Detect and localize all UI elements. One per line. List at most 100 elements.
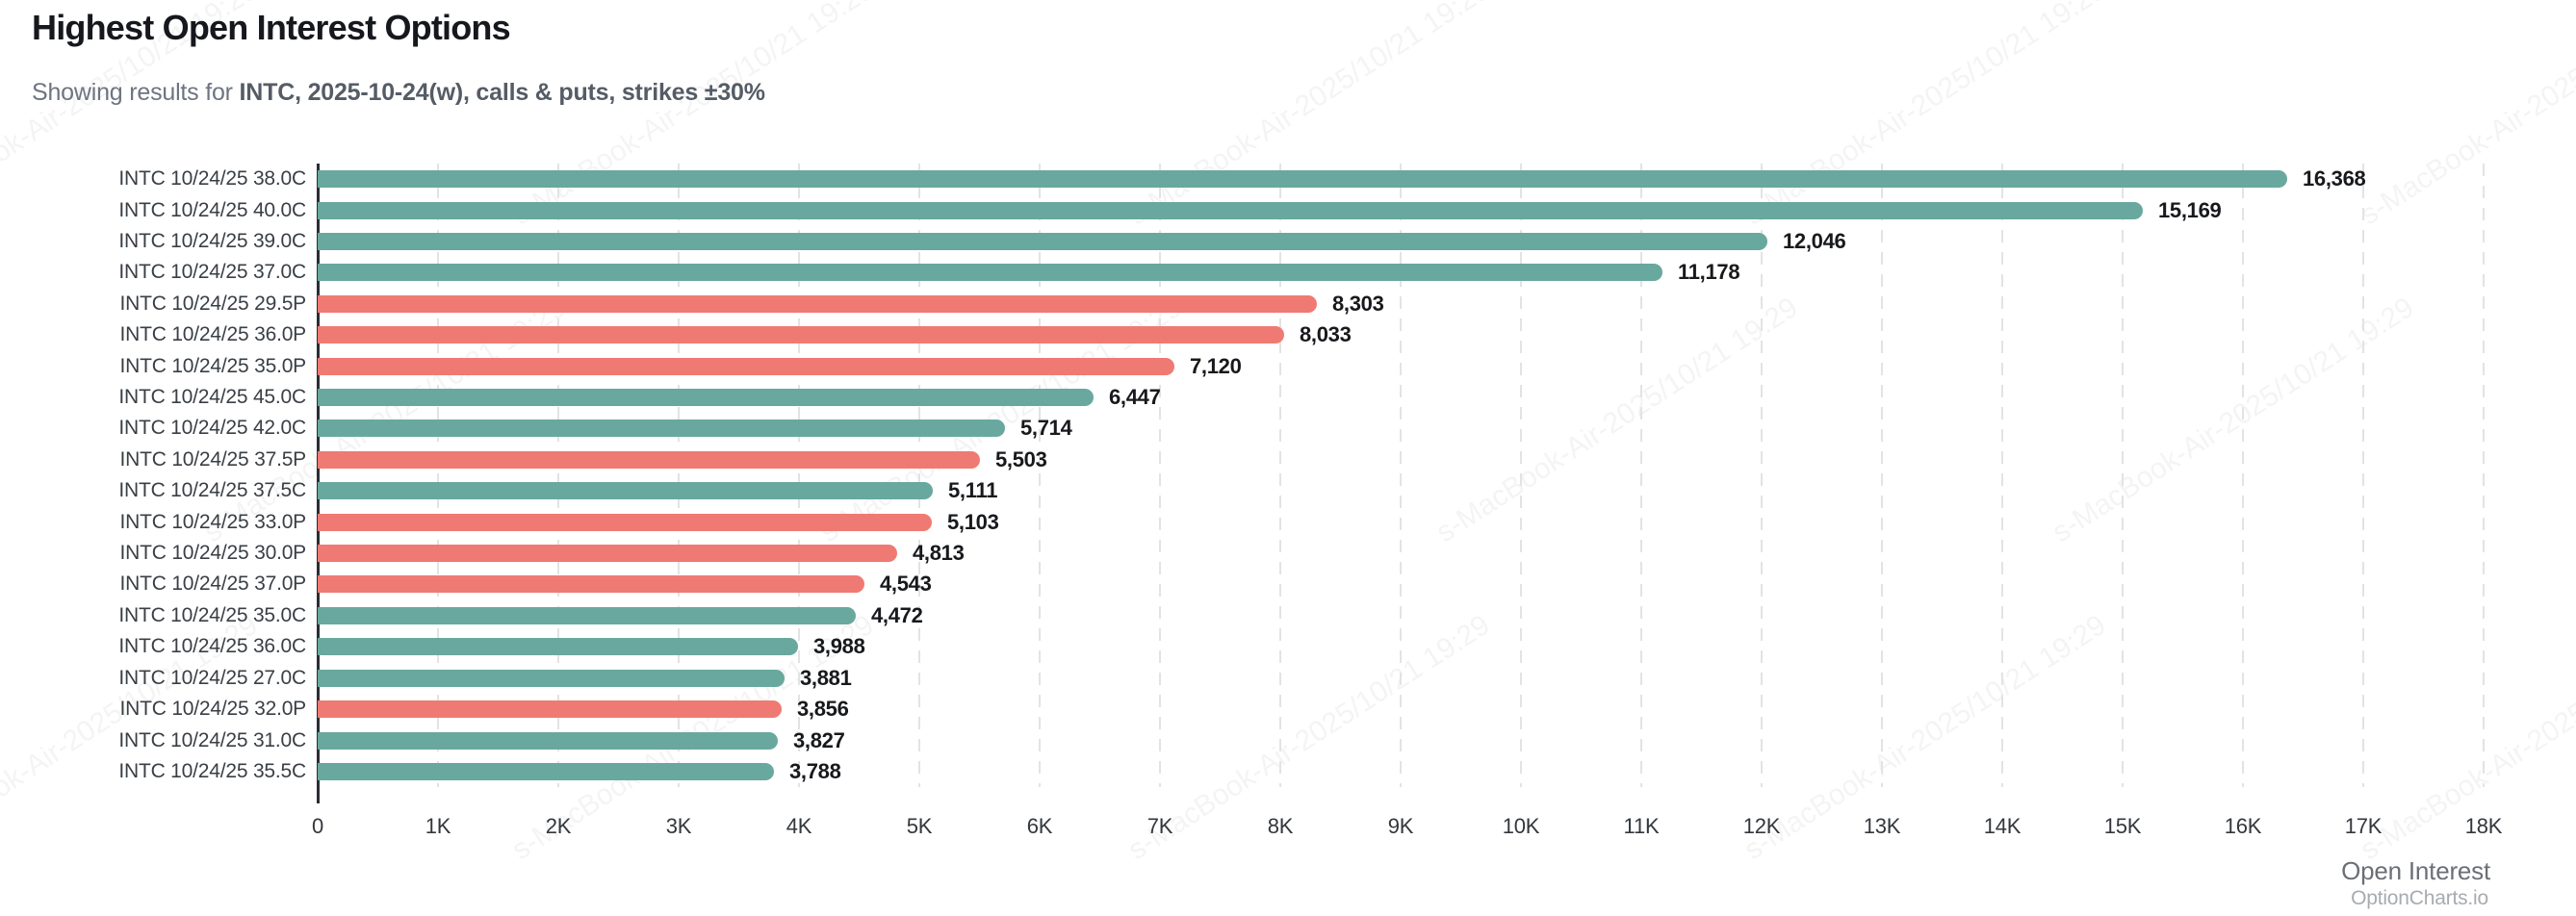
category-label: INTC 10/24/25 37.5P	[119, 447, 307, 471]
call-bar[interactable]	[318, 669, 785, 687]
category-label: INTC 10/24/25 38.0C	[118, 167, 306, 191]
bar-value-label: 7,120	[1190, 353, 1242, 378]
gridline	[2362, 164, 2364, 787]
put-bar[interactable]	[318, 513, 932, 531]
call-bar[interactable]	[318, 170, 2287, 189]
bar-value-label: 8,303	[1332, 291, 1384, 316]
x-tick-label: 2K	[545, 814, 572, 838]
x-tick-label: 18K	[2464, 814, 2503, 838]
category-label: INTC 10/24/25 45.0C	[118, 386, 306, 409]
x-axis-ticks: 0 1K 2K 3K 4K 5K 6K 7K 8K 9K 10K 11K 12K 13K 14K 15K 16K…	[0, 814, 2576, 843]
x-tick-label: 17K	[2344, 814, 2383, 838]
gridline	[1279, 164, 1281, 787]
page-title: Highest Open Interest Options	[32, 8, 511, 47]
gridline	[1761, 164, 1763, 787]
bar-value-label: 16,368	[2303, 166, 2366, 191]
category-label: INTC 10/24/25 27.0C	[118, 666, 306, 689]
gridline	[2122, 164, 2124, 787]
category-label: INTC 10/24/25 29.5P	[119, 292, 307, 315]
x-tick-label: 12K	[1742, 814, 1781, 838]
bar-value-label: 5,714	[1020, 416, 1072, 441]
gridline	[1039, 164, 1041, 787]
bar-row: 5,103	[318, 506, 2484, 537]
bar-value-label: 4,543	[880, 572, 932, 597]
put-bar[interactable]	[318, 294, 1317, 313]
subtitle-prefix: Showing results for	[32, 79, 240, 106]
bar-row: 15,169	[318, 194, 2484, 225]
bar-row: 5,714	[318, 413, 2484, 444]
x-tick-label: 6K	[1026, 814, 1053, 838]
category-label: INTC 10/24/25 37.0C	[118, 261, 306, 284]
y-axis-labels: INTC 10/24/25 38.0C INTC 10/24/25 40.0C IN…	[0, 164, 306, 787]
bar-row: 16,368	[318, 164, 2484, 194]
bar-value-label: 5,103	[947, 509, 999, 534]
bar-row: 5,503	[318, 445, 2484, 475]
bar-value-label: 4,472	[871, 602, 923, 627]
call-bar[interactable]	[318, 201, 2143, 219]
bar-row: 8,303	[318, 289, 2484, 319]
call-bar[interactable]	[318, 638, 798, 656]
x-tick-label: 11K	[1623, 814, 1660, 838]
put-bar[interactable]	[318, 357, 1174, 375]
bar-row: 3,788	[318, 756, 2484, 787]
category-label: INTC 10/24/25 36.0C	[118, 635, 306, 658]
gridline	[1640, 164, 1642, 787]
bar-row: 8,033	[318, 319, 2484, 350]
x-tick-label: 16K	[2224, 814, 2262, 838]
call-bar[interactable]	[318, 233, 1767, 251]
bar-value-label: 5,111	[948, 478, 998, 503]
bar-row: 3,827	[318, 725, 2484, 755]
bar-value-label: 8,033	[1300, 322, 1352, 347]
bar-row: 5,111	[318, 475, 2484, 506]
bar-value-label: 3,827	[793, 727, 845, 752]
x-tick-label: 15K	[2103, 814, 2142, 838]
category-label: INTC 10/24/25 35.5C	[118, 759, 306, 782]
put-bar[interactable]	[318, 545, 897, 563]
call-bar[interactable]	[318, 762, 774, 780]
category-label: INTC 10/24/25 39.0C	[118, 230, 306, 253]
gridline	[918, 164, 920, 787]
x-tick-label: 9K	[1387, 814, 1414, 838]
call-bar[interactable]	[318, 482, 933, 500]
bar-value-label: 4,813	[913, 541, 965, 566]
x-tick-label: 1K	[425, 814, 451, 838]
x-tick-label: 14K	[1983, 814, 2022, 838]
gridline	[1881, 164, 1883, 787]
bar-row: 11,178	[318, 257, 2484, 288]
gridline	[2483, 164, 2485, 787]
x-tick-label: 0	[311, 814, 324, 838]
gridline	[798, 164, 800, 787]
bar-value-label: 3,788	[789, 758, 841, 783]
bar-row: 3,988	[318, 631, 2484, 662]
bar-value-label: 11,178	[1678, 260, 1740, 285]
brand-label: OptionCharts.io	[2351, 887, 2488, 909]
category-label: INTC 10/24/25 35.0C	[118, 603, 306, 626]
category-label: INTC 10/24/25 32.0P	[119, 698, 307, 721]
call-bar[interactable]	[318, 606, 856, 624]
gridline	[678, 164, 680, 787]
x-tick-label: 13K	[1863, 814, 1901, 838]
put-bar[interactable]	[318, 575, 864, 594]
bar-value-label: 6,447	[1109, 385, 1161, 410]
call-bar[interactable]	[318, 264, 1662, 282]
category-label: INTC 10/24/25 37.0P	[119, 572, 307, 596]
bar-value-label: 3,856	[797, 697, 849, 722]
call-bar[interactable]	[318, 389, 1094, 407]
x-tick-label: 5K	[906, 814, 933, 838]
bar-row: 4,472	[318, 600, 2484, 631]
put-bar[interactable]	[318, 450, 980, 469]
category-label: INTC 10/24/25 30.0P	[119, 542, 307, 565]
put-bar[interactable]	[318, 326, 1284, 344]
bar-rows: 16,368 15,169 12,046 11,178 8,303 8,033 7,120 6…	[318, 164, 2484, 787]
bar-row: 12,046	[318, 226, 2484, 257]
category-label: INTC 10/24/25 31.0C	[118, 728, 306, 751]
bar-value-label: 5,503	[995, 446, 1047, 471]
call-bar[interactable]	[318, 731, 778, 750]
x-tick-label: 3K	[665, 814, 692, 838]
call-bar[interactable]	[318, 420, 1005, 438]
x-axis-title: Open Interest	[2341, 856, 2490, 885]
bar-row: 3,856	[318, 694, 2484, 725]
category-label: INTC 10/24/25 33.0P	[119, 510, 307, 533]
put-bar[interactable]	[318, 700, 782, 719]
